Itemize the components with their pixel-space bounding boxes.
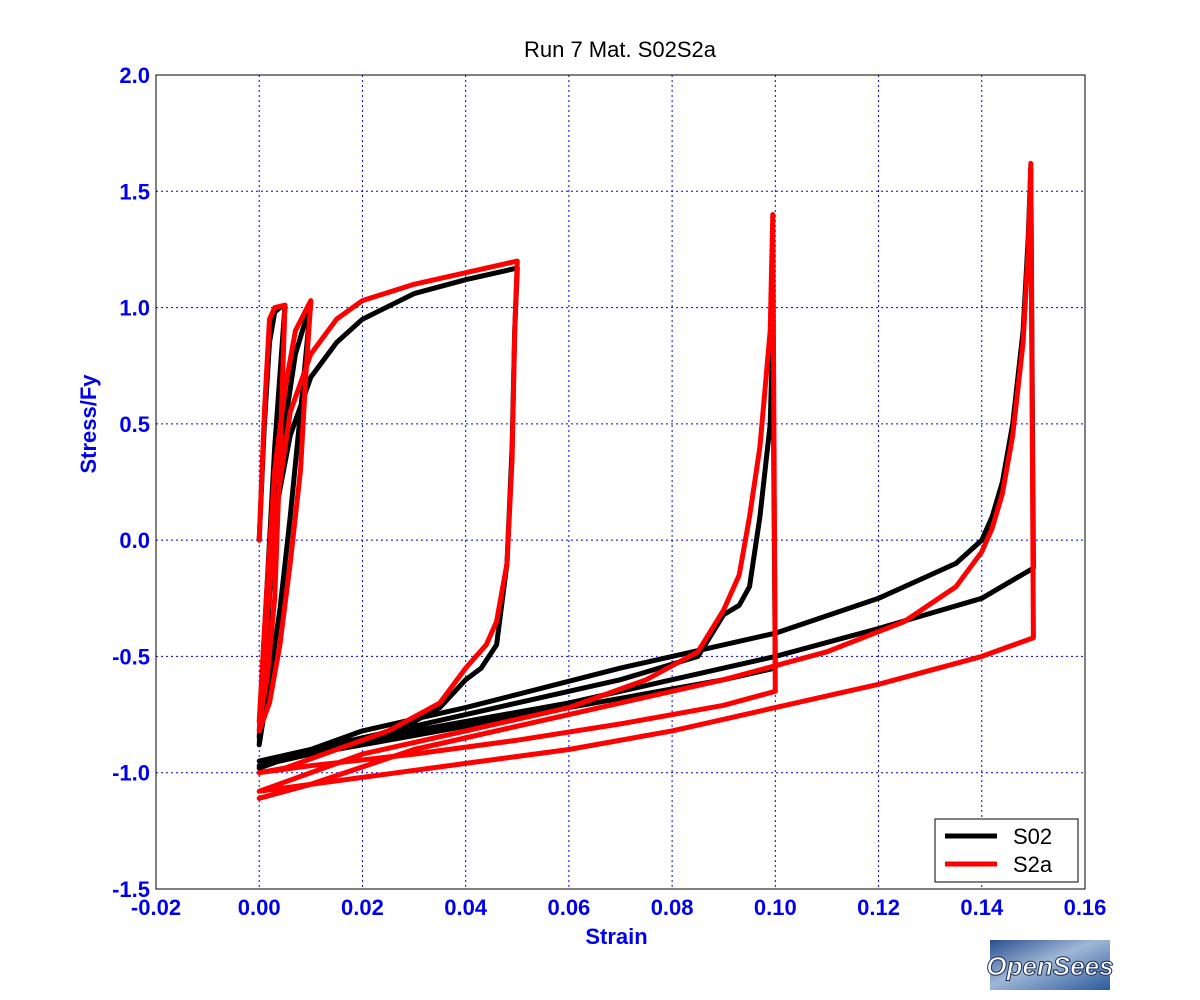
opensees-logo: OpenSees: [986, 940, 1114, 990]
y-tick-label: -1.0: [112, 761, 150, 786]
legend: S02S2a: [934, 818, 1079, 883]
x-tick-label: 0.14: [960, 895, 1004, 920]
x-tick-label: 0.02: [341, 895, 384, 920]
chart-title: Run 7 Mat. S02S2a: [524, 37, 717, 62]
y-tick-label: 0.0: [119, 528, 150, 553]
x-tick-label: 0.00: [238, 895, 281, 920]
x-tick-labels: -0.02 0.00 0.02 0.04 0.06 0.08 0.10 0.12 0.14 0.1…: [131, 895, 1106, 920]
y-tick-label: 1.0: [119, 296, 150, 321]
y-axis-label: Stress/Fy: [76, 374, 101, 474]
logo-text: OpenSees: [986, 951, 1113, 981]
x-tick-label: 0.12: [857, 895, 900, 920]
x-tick-label: 0.08: [651, 895, 694, 920]
y-tick-label: -0.5: [112, 644, 150, 669]
x-tick-label: -0.02: [131, 895, 181, 920]
plot-frame: [155, 74, 1086, 890]
y-tick-labels: -1.5 -1.0 -0.5 0.0 0.5 1.0 1.5 2.0: [112, 63, 150, 902]
x-tick-label: 0.06: [547, 895, 590, 920]
y-tick-label: 0.5: [119, 412, 150, 437]
y-tick-label: 2.0: [119, 63, 150, 88]
grid: [156, 75, 1085, 889]
legend-label-S02: S02: [1013, 824, 1052, 849]
y-tick-label: -1.5: [112, 877, 150, 902]
y-tick-label: 1.5: [119, 179, 150, 204]
x-tick-label: 0.16: [1064, 895, 1107, 920]
x-tick-label: 0.04: [444, 895, 488, 920]
series-line-S2a: [256, 160, 1036, 801]
legend-box: [934, 818, 1079, 883]
series-group: [256, 160, 1036, 801]
x-tick-label: 0.10: [754, 895, 797, 920]
x-axis-label: Strain: [585, 924, 647, 949]
legend-label-S2a: S2a: [1013, 852, 1053, 877]
logo-background: [990, 940, 1110, 990]
